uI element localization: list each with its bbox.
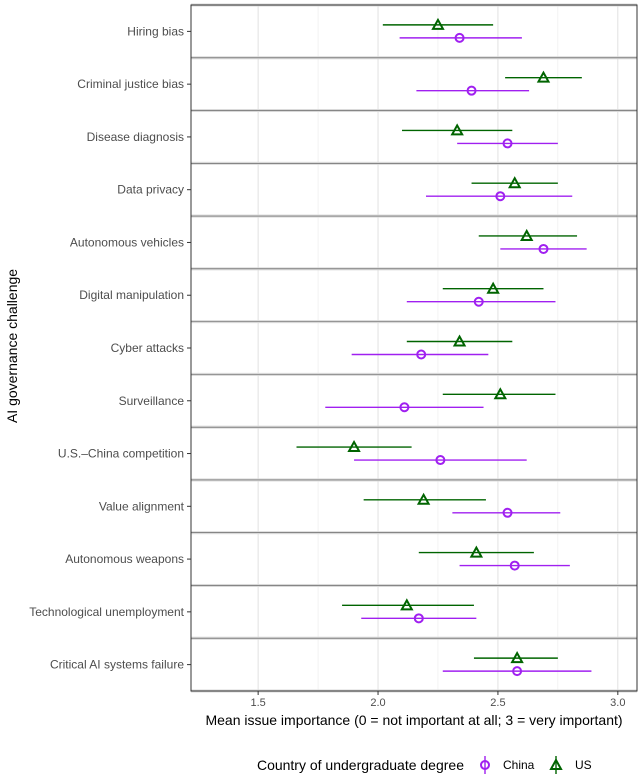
legend-title: Country of undergraduate degree (257, 757, 464, 773)
y-tick-label: Digital manipulation (79, 288, 184, 302)
marks-layer (296, 17, 592, 677)
us-mean-point (416, 492, 431, 505)
y-tick-label: Value alignment (99, 499, 185, 513)
legend-label-china: China (503, 758, 535, 772)
y-tick-label: Technological unemployment (29, 605, 184, 619)
us-mean-point (536, 70, 551, 83)
us-mean-point (347, 439, 361, 453)
legend: Country of undergraduate degree China US (257, 756, 592, 774)
x-tick-label: 2.5 (490, 697, 505, 709)
china-mean-point (413, 613, 424, 624)
legend-label-us: US (575, 758, 592, 772)
y-axis-title: AI governance challenge (4, 269, 20, 423)
y-tick-label: Autonomous weapons (65, 552, 184, 566)
us-mean-point (400, 598, 414, 611)
legend-keys (480, 756, 563, 774)
us-mean-point (431, 17, 445, 30)
us-mean-point (469, 545, 484, 558)
y-tick-label: U.S.–China competition (58, 447, 184, 461)
us-mean-point (486, 281, 500, 294)
x-tick-label: 1.5 (250, 697, 265, 709)
y-tick-label: Surveillance (119, 394, 185, 408)
panel-background (191, 5, 637, 691)
legend-key-us-marker (549, 757, 563, 770)
us-mean-point (450, 123, 464, 136)
x-axis: 1.5 2.0 2.5 3.0 (250, 691, 625, 709)
china-mean-point (509, 560, 520, 571)
y-tick-label: Data privacy (117, 183, 184, 197)
us-mean-point (519, 228, 534, 241)
us-mean-point (452, 334, 467, 347)
china-mean-point (466, 85, 477, 96)
y-tick-label: Critical AI systems failure (50, 658, 184, 672)
china-mean-point (538, 243, 549, 254)
y-tick-label: Disease diagnosis (87, 130, 184, 144)
china-mean-point (512, 666, 523, 677)
china-mean-point (495, 191, 506, 202)
legend-key-china-marker (480, 760, 490, 770)
china-mean-point (416, 349, 427, 360)
china-mean-point (435, 455, 446, 466)
y-tick-label: Criminal justice bias (77, 77, 184, 91)
x-axis-title: Mean issue importance (0 = not important… (205, 712, 622, 728)
us-mean-point (493, 387, 508, 400)
y-tick-label: Autonomous vehicles (70, 235, 184, 249)
china-mean-point (502, 507, 513, 518)
y-axis: Hiring bias Criminal justice bias Disease … (29, 24, 191, 672)
china-mean-point (454, 32, 465, 43)
y-tick-label: Cyber attacks (111, 341, 184, 355)
china-mean-point (502, 138, 513, 149)
us-mean-point (510, 651, 524, 664)
y-tick-label: Hiring bias (127, 24, 184, 38)
us-mean-point (508, 176, 522, 189)
china-mean-point (399, 402, 410, 413)
x-tick-label: 2.0 (370, 697, 385, 709)
x-tick-label: 3.0 (610, 697, 625, 709)
china-mean-point (473, 296, 484, 307)
